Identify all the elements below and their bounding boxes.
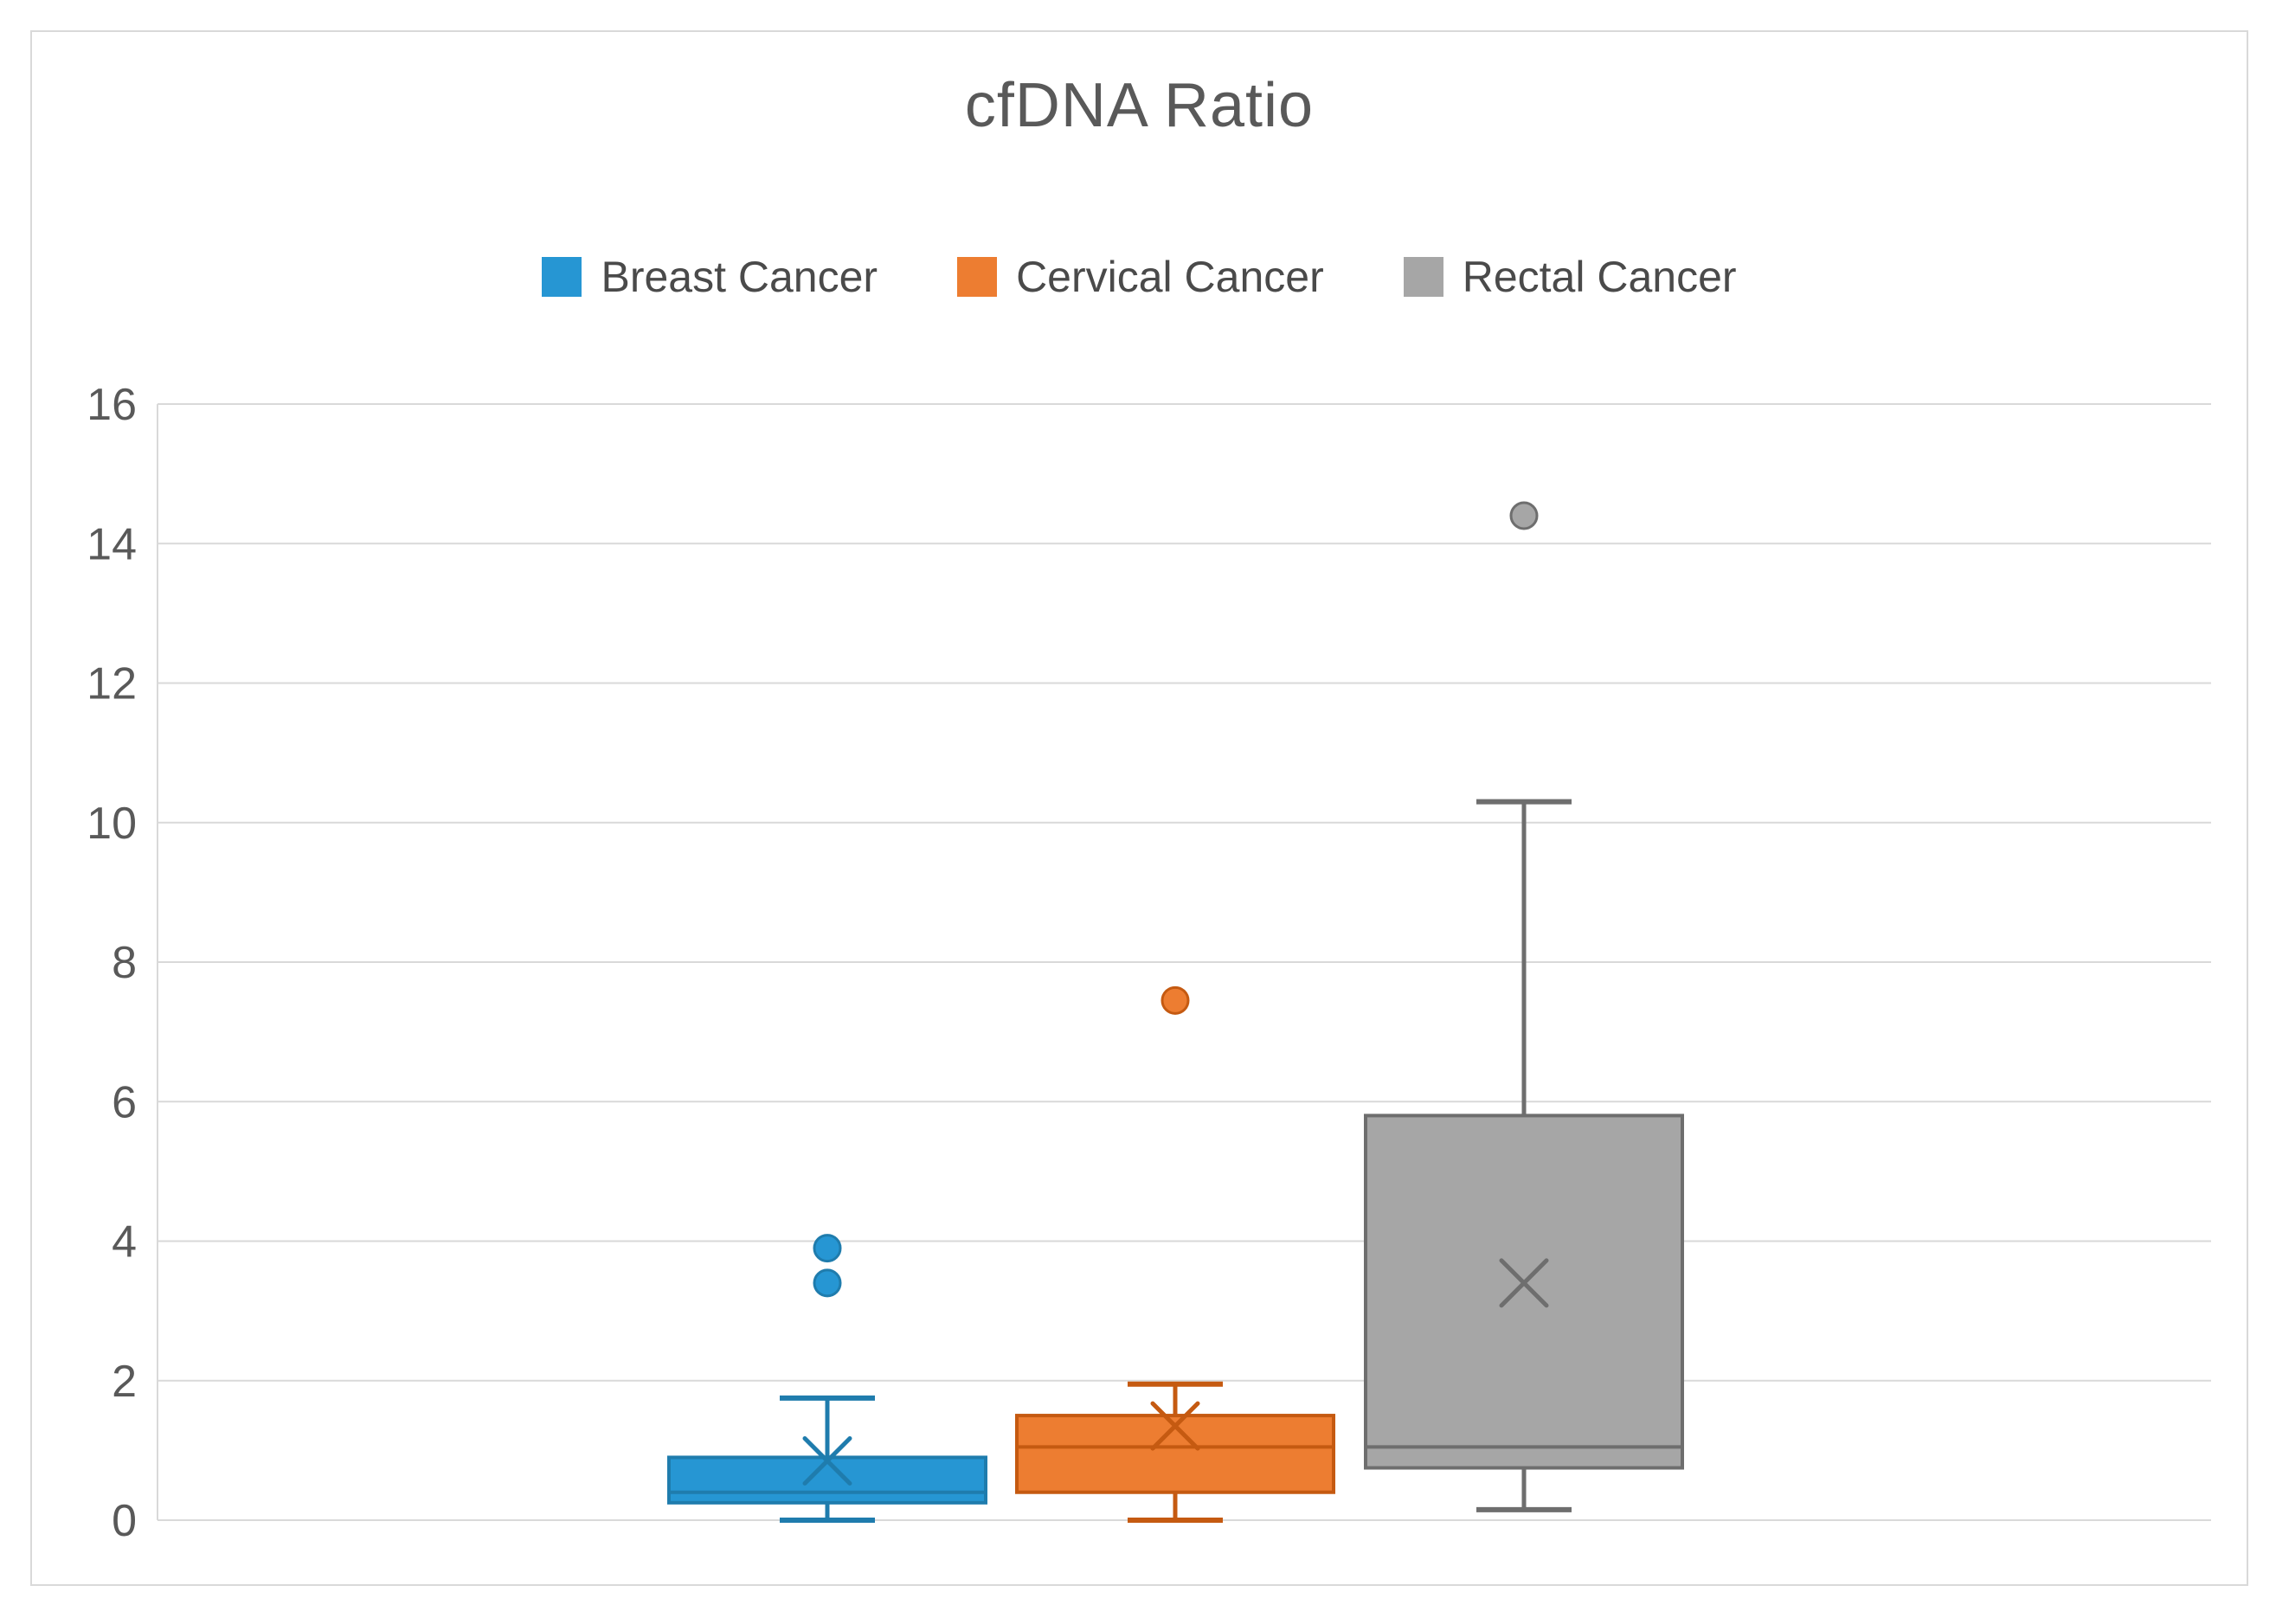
- legend: Breast Cancer Cervical Cancer Rectal Cance…: [32, 250, 2247, 304]
- y-axis-tick-label: 14: [87, 519, 137, 569]
- outlier-point-breast-cancer: [813, 1268, 842, 1298]
- chart-title: cfDNA Ratio: [964, 71, 1315, 140]
- y-axis-tick-label: 10: [87, 799, 137, 849]
- box-rectal-cancer: [1364, 1114, 1684, 1470]
- legend-item-cervical-cancer: Cervical Cancer: [957, 252, 1324, 302]
- outlier-point-breast-cancer: [813, 1234, 842, 1263]
- y-axis-tick-label: 2: [112, 1357, 137, 1407]
- outlier-point-rectal-cancer: [1509, 501, 1539, 530]
- legend-label: Breast Cancer: [601, 253, 878, 301]
- legend-item-rectal-cancer: Rectal Cancer: [1403, 252, 1737, 302]
- y-axis-tick-label: 4: [112, 1217, 137, 1268]
- legend-swatch-icon: [542, 257, 582, 297]
- legend-swatch-icon: [957, 257, 998, 297]
- y-axis-tick-label: 6: [112, 1077, 137, 1127]
- mean-marker-rectal-cancer: [1499, 1258, 1549, 1308]
- y-axis-tick-label: 0: [112, 1496, 137, 1546]
- outlier-point-cervical-cancer: [1161, 985, 1190, 1015]
- y-axis-tick-label: 12: [87, 659, 137, 709]
- mean-marker-cervical-cancer: [1150, 1401, 1200, 1451]
- legend-swatch-icon: [1403, 257, 1443, 297]
- chart-frame: cfDNA Ratio Breast Cancer Cervical Cancer…: [30, 30, 2248, 1586]
- legend-item-breast-cancer: Breast Cancer: [542, 252, 878, 302]
- y-axis-tick-label: 16: [87, 380, 137, 430]
- y-axis-tick-label: 8: [112, 938, 137, 988]
- legend-label: Rectal Cancer: [1462, 253, 1737, 301]
- legend-label: Cervical Cancer: [1016, 253, 1324, 301]
- mean-marker-breast-cancer: [802, 1435, 852, 1486]
- box-breast-cancer: [667, 1455, 987, 1505]
